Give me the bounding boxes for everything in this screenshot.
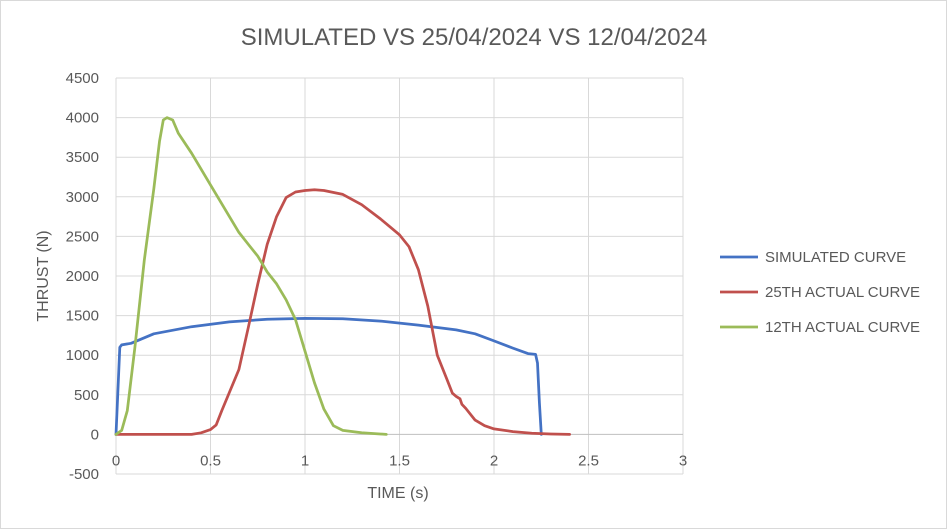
y-tick-label: 2000 (66, 268, 99, 285)
y-tick-label: 0 (91, 426, 99, 443)
x-tick-label: 3 (679, 452, 687, 469)
y-tick-label: 4500 (66, 70, 99, 87)
x-tick-label: 1.5 (389, 452, 410, 469)
y-tick-label: 2500 (66, 228, 99, 245)
x-tick-labels: 0 0.5 1 1.5 2 2.5 3 (112, 452, 687, 469)
y-tick-label: -500 (69, 466, 99, 483)
chart-title: SIMULATED VS 25/04/2024 VS 12/04/2024 (241, 24, 708, 51)
y-tick-label: 3500 (66, 149, 99, 166)
y-tick-label: 1000 (66, 347, 99, 364)
x-tick-label: 0.5 (200, 452, 221, 469)
legend: SIMULATED CURVE 25TH ACTUAL CURVE 12TH ACT… (720, 249, 920, 336)
x-tick-label: 0 (112, 452, 120, 469)
x-tick-label: 2.5 (578, 452, 599, 469)
series-line-1 (114, 317, 543, 436)
legend-label-3: 12TH ACTUAL CURVE (765, 319, 920, 336)
series-layer (114, 116, 571, 436)
x-axis-label: TIME (s) (367, 485, 428, 502)
x-tick-label: 1 (301, 452, 309, 469)
series-line-3 (114, 116, 388, 436)
y-tick-labels: -500 0 500 1000 1500 2000 2500 3000 3500 4000 4500 (66, 70, 99, 483)
legend-label-2: 25TH ACTUAL CURVE (765, 284, 920, 301)
y-axis-label: THRUST (N) (35, 230, 52, 321)
legend-label-1: SIMULATED CURVE (765, 249, 906, 266)
y-tick-label: 1500 (66, 308, 99, 325)
y-tick-label: 500 (74, 387, 99, 404)
y-tick-label: 3000 (66, 189, 99, 206)
x-tick-label: 2 (490, 452, 498, 469)
series-line-2 (114, 188, 571, 436)
y-tick-label: 4000 (66, 110, 99, 127)
